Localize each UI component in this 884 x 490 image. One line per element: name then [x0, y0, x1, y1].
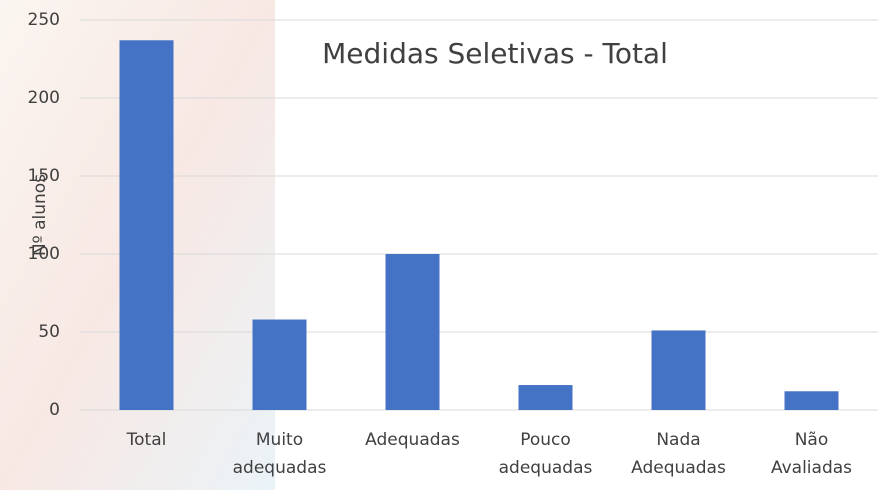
x-tick-label: Pouco adequadas [499, 430, 593, 478]
bar [119, 40, 174, 410]
y-tick-label: 0 [49, 400, 60, 420]
y-tick-label: 250 [28, 10, 60, 30]
y-tick-label: 100 [28, 244, 60, 264]
x-tick-label: Total [126, 430, 167, 450]
bar [518, 385, 573, 410]
x-tick-label: Muito adequadas [233, 430, 327, 478]
x-tick-label: Adequadas [365, 430, 460, 450]
y-axis-label: Nº alunos [30, 174, 50, 256]
y-tick-label: 200 [28, 88, 60, 108]
x-tick-label: Nada Adequadas [631, 430, 726, 478]
bar [385, 254, 440, 410]
y-tick-label: 50 [38, 322, 60, 342]
bar [252, 319, 307, 410]
x-tick-label: Não Avaliadas [771, 430, 852, 478]
chart-title: Medidas Seletivas - Total [322, 37, 668, 70]
bar [784, 391, 839, 410]
bar [651, 330, 706, 410]
y-tick-label: 150 [28, 166, 60, 186]
